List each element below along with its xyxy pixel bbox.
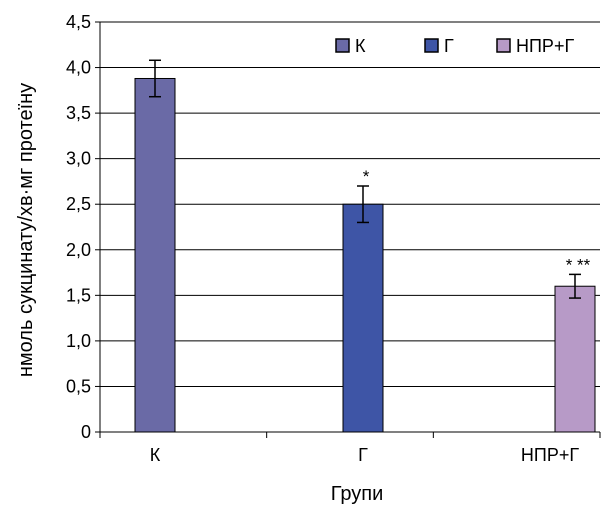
- x-tick-labels: К Г НПР+Г: [150, 445, 580, 465]
- x-tick-label: Г: [358, 445, 368, 465]
- y-tick-label: 3,5: [66, 103, 91, 123]
- y-tick-label: 1,0: [66, 331, 91, 351]
- significance-label: * **: [566, 255, 591, 274]
- axes: [95, 21, 601, 438]
- y-axis-title: нмоль сукцинату/хв·мг протеїну: [15, 83, 37, 377]
- bars: * * **: [134, 59, 596, 433]
- y-tick-label: 0,5: [66, 376, 91, 396]
- legend-swatch: [335, 38, 350, 53]
- bar: [134, 77, 176, 433]
- significance-label: *: [363, 167, 370, 186]
- y-tick-label: 4,5: [66, 12, 91, 32]
- bar: [554, 285, 596, 433]
- legend-label: НПР+Г: [516, 36, 574, 56]
- bar: [342, 203, 384, 433]
- legend-swatch: [424, 38, 439, 53]
- y-tick-label: 0: [81, 422, 91, 442]
- y-tick-label: 4,0: [66, 58, 91, 78]
- legend: К Г НПР+Г: [335, 36, 574, 56]
- y-tick-label: 3,0: [66, 149, 91, 169]
- y-tick-label: 1,5: [66, 285, 91, 305]
- legend-swatch: [496, 38, 511, 53]
- legend-label: К: [355, 36, 366, 56]
- y-tick-label: 2,0: [66, 240, 91, 260]
- y-tick-labels: 0 0,5 1,0 1,5 2,0 2,5 3,0 3,5 4,0 4,5: [66, 12, 91, 442]
- legend-label: Г: [444, 36, 454, 56]
- y-tick-label: 2,5: [66, 194, 91, 214]
- x-tick-label: К: [150, 445, 161, 465]
- x-axis-title: Групи: [331, 483, 384, 505]
- x-tick-label: НПР+Г: [521, 445, 579, 465]
